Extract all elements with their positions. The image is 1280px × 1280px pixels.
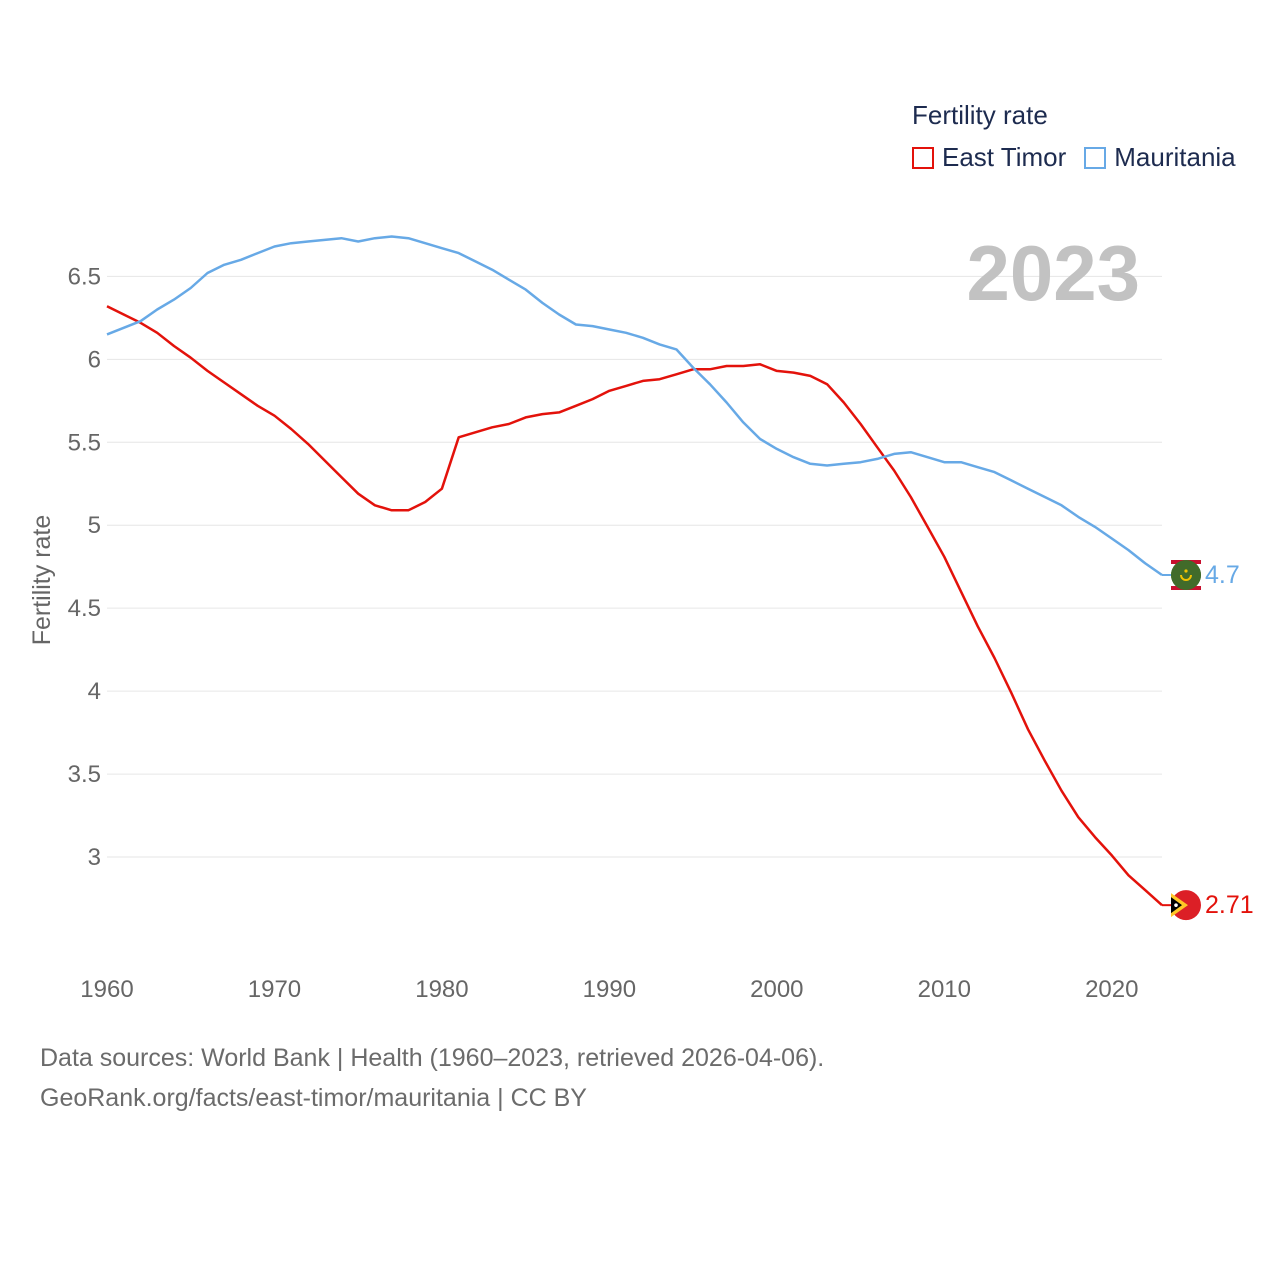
flag-field xyxy=(1171,560,1201,590)
legend-title: Fertility rate xyxy=(912,100,1048,130)
series-line-east-timor xyxy=(106,305,1163,907)
flag-star xyxy=(1174,903,1178,907)
data-source-note: Data sources: World Bank | Health (1960–… xyxy=(40,1044,825,1072)
y-tick-label: 5.5 xyxy=(68,429,101,456)
end-value-label-east-timor: 2.71 xyxy=(1205,891,1254,919)
x-tick-label: 1980 xyxy=(415,976,468,1003)
axis-labels: 3 3.5 4 4.5 5 5.5 6 6.5 1960 1970 1980 1990 2000 2010… xyxy=(28,263,1138,1003)
x-tick-label: 2010 xyxy=(918,976,971,1003)
grid-lines xyxy=(107,275,1162,858)
legend: East Timor Mauritania xyxy=(912,142,1254,173)
x-tick-label: 1960 xyxy=(80,976,133,1003)
flag-star xyxy=(1184,569,1188,573)
legend-item-east-timor[interactable]: East Timor xyxy=(912,142,1066,173)
x-tick-label: 2000 xyxy=(750,976,803,1003)
x-tick-label: 2020 xyxy=(1085,976,1138,1003)
legend-swatch-mauritania xyxy=(1084,146,1107,169)
east-timor-flag-icon xyxy=(1171,890,1201,921)
legend-label-east-timor: East Timor xyxy=(942,142,1067,172)
y-tick-label: 4.5 xyxy=(68,595,101,622)
x-tick-label: 1990 xyxy=(583,976,636,1003)
end-markers: 2.71 4.7 xyxy=(1162,560,1254,921)
attribution-link[interactable]: GeoRank.org/facts/east-timor/mauritania … xyxy=(40,1084,587,1112)
y-tick-label: 3 xyxy=(88,844,101,871)
legend-item-mauritania[interactable]: Mauritania xyxy=(1084,142,1236,173)
series-lines xyxy=(106,235,1163,907)
y-tick-label: 6 xyxy=(88,346,101,373)
y-axis-title: Fertility rate xyxy=(28,515,56,646)
legend-swatch-east-timor xyxy=(912,146,934,169)
current-year-label: 2023 xyxy=(966,229,1140,317)
mauritania-flag-icon xyxy=(1171,560,1201,590)
flag-crescent xyxy=(1180,574,1192,581)
end-value-label-mauritania: 4.7 xyxy=(1205,561,1240,589)
y-tick-label: 4 xyxy=(88,678,101,705)
y-tick-label: 6.5 xyxy=(68,263,101,290)
y-tick-label: 3.5 xyxy=(68,761,101,788)
y-tick-label: 5 xyxy=(88,512,101,539)
legend-label-mauritania: Mauritania xyxy=(1114,142,1236,172)
x-tick-label: 1970 xyxy=(248,976,301,1003)
series-line-mauritania xyxy=(106,235,1163,577)
